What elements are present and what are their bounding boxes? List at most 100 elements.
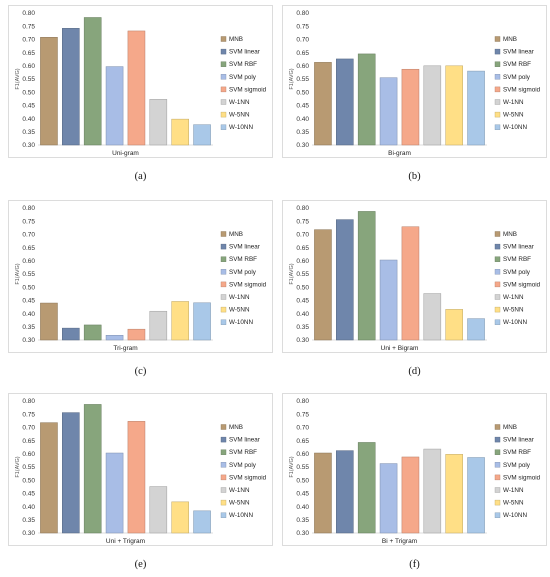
x-axis-label: Uni + Trigram [106, 538, 145, 545]
legend-label: W-5NN [503, 307, 524, 314]
y-tick-label: 0.40 [296, 504, 309, 511]
legend-label: SVM linear [503, 437, 534, 444]
bar-svm-sigmoid [401, 68, 420, 146]
legend-swatch [220, 306, 227, 313]
legend-label: MNB [503, 231, 517, 238]
legend-swatch [494, 36, 501, 42]
y-tick-label: 0.45 [296, 103, 309, 110]
panel-caption: (e) [134, 559, 147, 570]
y-tick-label: 0.45 [296, 491, 309, 498]
legend-swatch [220, 499, 227, 506]
legend-swatch [220, 243, 227, 250]
legend-swatch [494, 424, 501, 430]
y-tick-label: 0.40 [22, 116, 35, 123]
bar-svm-rbf [83, 404, 102, 534]
bar-svm-linear [336, 219, 354, 341]
bar-svm-sigmoid [127, 421, 146, 534]
legend-swatch [494, 462, 501, 468]
legend-swatch [220, 512, 227, 518]
bar-w-5nn [445, 65, 463, 146]
legend-swatch [220, 111, 227, 118]
y-tick-label: 0.50 [22, 284, 35, 291]
legend-swatch [494, 48, 501, 55]
x-axis-label: Tri-gram [113, 345, 137, 352]
y-tick-label: 0.60 [22, 451, 35, 458]
y-tick-label: 0.50 [296, 477, 309, 484]
y-tick-label: 0.65 [22, 245, 35, 252]
bar-w-5nn [171, 118, 189, 146]
bar-w-10nn [467, 318, 485, 341]
legend-swatch [494, 512, 501, 518]
legend-swatch [220, 256, 227, 262]
bar-svm-poly [105, 66, 124, 146]
bar-svm-linear [62, 28, 80, 146]
legend-swatch [494, 111, 501, 118]
y-tick-label: 0.35 [296, 517, 309, 524]
bar-svm-poly [105, 452, 124, 534]
chart-panel-1: 0.30 0.35 0.40 0.45 0.50 0.55 0.60 0.65 0.70 0.75… [8, 5, 273, 158]
legend-swatch [494, 99, 501, 105]
chart-panel-5: 0.30 0.35 0.40 0.45 0.50 0.55 0.60 0.65 0.70 0.75… [8, 393, 273, 546]
legend-swatch [220, 462, 227, 468]
bar-svm-sigmoid [127, 328, 146, 341]
legend-swatch [220, 48, 227, 55]
legend-label: SVM sigmoid [503, 474, 541, 481]
legend-label: W-5NN [503, 500, 524, 507]
legend-label: SVM linear [503, 244, 534, 251]
panel-caption: (b) [408, 171, 421, 182]
legend-label: MNB [503, 424, 517, 431]
legend-swatch [220, 231, 227, 237]
legend-swatch [494, 474, 501, 481]
y-tick-label: 0.75 [296, 23, 309, 30]
legend-label: SVM RBF [503, 449, 531, 456]
y-tick-label: 0.80 [22, 10, 35, 17]
y-axis-label: F1(AVG) [15, 68, 21, 89]
legend-swatch [220, 74, 227, 80]
legend-label: SVM poly [503, 74, 531, 81]
bar-svm-linear [336, 58, 354, 146]
legend-swatch [494, 294, 501, 300]
y-tick-label: 0.35 [296, 324, 309, 331]
legend-swatch [494, 256, 501, 262]
legend-swatch [220, 294, 227, 300]
y-tick-label: 0.55 [22, 464, 35, 471]
legend-label: SVM poly [229, 462, 257, 469]
legend-label: MNB [503, 36, 517, 43]
y-tick-label: 0.30 [296, 530, 309, 537]
y-tick-label: 0.40 [22, 311, 35, 318]
chart-panel-4: 0.30 0.35 0.40 0.45 0.50 0.55 0.60 0.65 0.70 0.75… [282, 200, 547, 353]
y-tick-label: 0.60 [296, 258, 309, 265]
legend-label: SVM RBF [229, 256, 257, 263]
legend-label: W-5NN [229, 500, 250, 507]
legend-label: W-10NN [503, 319, 527, 326]
legend-label: W-1NN [229, 487, 250, 494]
legend-label: SVM poly [229, 269, 257, 276]
y-axis-label: F1(AVG) [15, 263, 21, 284]
y-tick-label: 0.80 [296, 10, 309, 17]
y-tick-label: 0.30 [22, 530, 35, 537]
legend-swatch [494, 306, 501, 313]
y-tick-label: 0.50 [296, 89, 309, 96]
y-axis-label: F1(AVG) [289, 263, 295, 284]
bar-svm-poly [379, 463, 398, 534]
y-tick-label: 0.55 [296, 271, 309, 278]
legend-swatch [220, 449, 227, 455]
legend-label: SVM sigmoid [503, 86, 541, 93]
x-axis-label: Bi + Trigram [382, 538, 417, 545]
y-tick-label: 0.70 [296, 37, 309, 44]
bar-w-5nn [445, 309, 463, 341]
legend-swatch [220, 281, 227, 288]
y-tick-label: 0.70 [296, 232, 309, 239]
y-tick-label: 0.40 [296, 116, 309, 123]
y-tick-label: 0.35 [296, 129, 309, 136]
chart-panel-2: 0.30 0.35 0.40 0.45 0.50 0.55 0.60 0.65 0.70 0.75… [282, 5, 547, 158]
y-tick-label: 0.35 [22, 324, 35, 331]
bar-w-5nn [445, 454, 463, 534]
legend-label: W-1NN [229, 294, 250, 301]
y-tick-label: 0.80 [22, 205, 35, 212]
legend-swatch [220, 99, 227, 105]
y-tick-label: 0.70 [22, 37, 35, 44]
legend-label: SVM linear [229, 437, 260, 444]
y-tick-label: 0.60 [22, 63, 35, 70]
